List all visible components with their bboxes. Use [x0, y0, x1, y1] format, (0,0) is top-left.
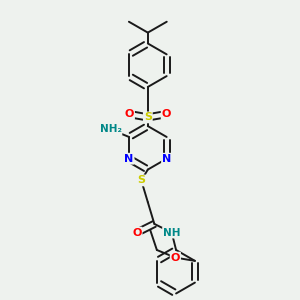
Text: O: O: [132, 228, 142, 238]
Text: S: S: [137, 176, 145, 185]
Text: N: N: [162, 154, 171, 164]
Text: N: N: [124, 154, 134, 164]
Text: O: O: [125, 109, 134, 119]
Text: S: S: [144, 112, 152, 122]
Text: NH: NH: [163, 228, 181, 238]
Text: O: O: [162, 109, 171, 119]
Text: O: O: [171, 253, 180, 262]
Text: NH₂: NH₂: [100, 124, 122, 134]
